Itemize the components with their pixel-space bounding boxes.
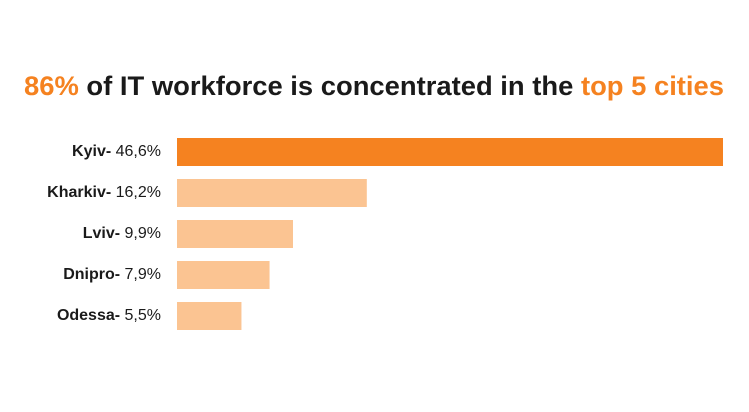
category-label: Kharkiv- — [47, 184, 111, 201]
category-label: Odessa- — [57, 307, 120, 324]
bar — [177, 179, 367, 207]
title-part: 86% — [24, 71, 79, 101]
category-label: Lviv- — [83, 225, 120, 242]
bar-label: Kyiv- 46,6% — [72, 143, 161, 160]
title-part: of IT workforce is concentrated in the — [86, 71, 573, 101]
value-label: 7,9% — [125, 266, 161, 283]
value-label: 5,5% — [125, 307, 161, 324]
value-label: 9,9% — [125, 225, 161, 242]
bar — [177, 220, 293, 248]
bar — [177, 261, 270, 289]
value-label: 16,2% — [116, 184, 161, 201]
value-label: 46,6% — [116, 143, 161, 160]
category-label: Kyiv- — [72, 143, 111, 160]
bar-label: Kharkiv- 16,2% — [47, 184, 161, 201]
title-part: top 5 cities — [581, 71, 724, 101]
bar-label: Odessa- 5,5% — [57, 307, 161, 324]
chart-title: 86% of IT workforce is concentrated in t… — [24, 71, 724, 101]
bar — [177, 138, 723, 166]
bar-label: Dnipro- 7,9% — [63, 266, 161, 283]
bar — [177, 302, 242, 330]
bar-label: Lviv- 9,9% — [83, 225, 161, 242]
category-label: Dnipro- — [63, 266, 120, 283]
